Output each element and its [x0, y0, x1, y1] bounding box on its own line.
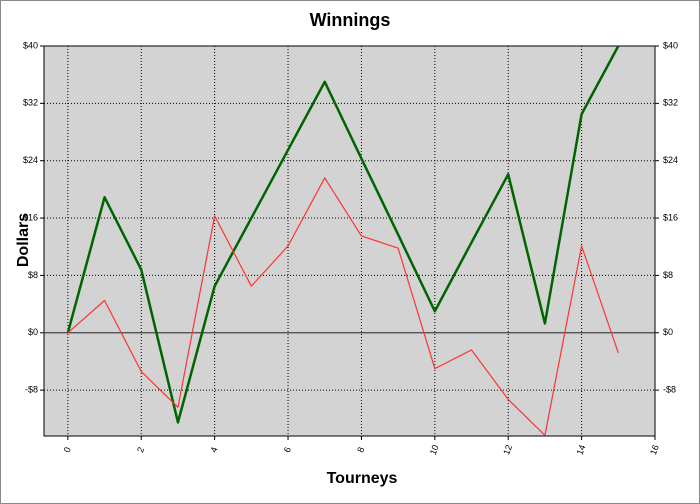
- y2-tick-label: $8: [663, 270, 673, 280]
- x-tick-label: 0: [62, 446, 73, 454]
- y-tick-label: $16: [23, 212, 38, 222]
- x-tick-label: 6: [282, 446, 293, 454]
- chart-title: Winnings: [310, 10, 391, 30]
- y-tick-label: $24: [23, 155, 38, 165]
- y-tick-label: $0: [28, 327, 38, 337]
- y2-tick-label: -$8: [663, 384, 676, 394]
- x-axis-label: Tourneys: [327, 470, 398, 487]
- series-line: [67, 177, 619, 436]
- y-axis-label: Dollars: [15, 213, 32, 267]
- x-tick-label: 2: [135, 446, 146, 454]
- x-tick-label: 14: [575, 443, 588, 456]
- x-tick-label: 8: [355, 446, 366, 454]
- x-tick-label: 4: [208, 446, 219, 454]
- y2-tick-label: $0: [663, 327, 673, 337]
- y-tick-label: $40: [23, 40, 38, 50]
- y-tick-label: $8: [28, 270, 38, 280]
- y2-tick-label: $32: [663, 98, 678, 108]
- y2-tick-label: $40: [663, 40, 678, 50]
- x-tick-label: 16: [648, 443, 661, 456]
- x-tick-label: 10: [428, 443, 441, 456]
- plot-area: [43, 45, 656, 437]
- y-tick-label: $32: [23, 98, 38, 108]
- series-line: [66, 45, 620, 424]
- x-tick-label: 12: [501, 443, 514, 456]
- y2-tick-label: $16: [663, 212, 678, 222]
- y-tick-label: -$8: [25, 384, 38, 394]
- y2-tick-label: $24: [663, 155, 678, 165]
